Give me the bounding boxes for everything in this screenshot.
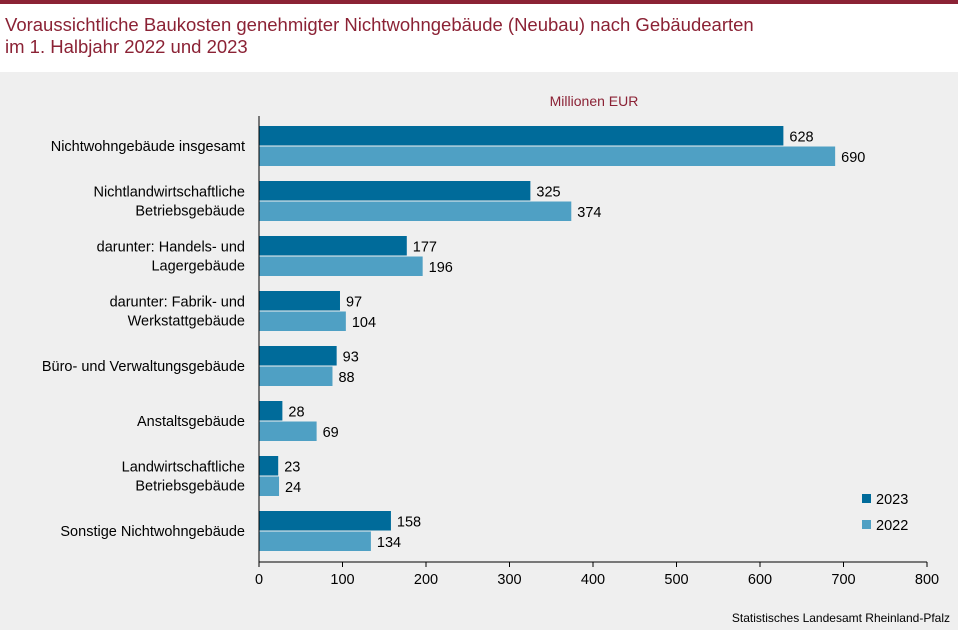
bar-2022-0 xyxy=(259,146,836,166)
category-label-4-0: Büro- und Verwaltungsgebäude xyxy=(42,359,245,375)
data-label-2022-4: 88 xyxy=(338,370,354,386)
chart-title: Voraussichtliche Baukosten genehmigter N… xyxy=(5,14,945,58)
bar-2022-5 xyxy=(259,421,317,441)
legend-swatch-2022 xyxy=(862,520,871,529)
x-tick-label-600: 600 xyxy=(748,572,772,588)
data-label-2023-3: 97 xyxy=(346,294,362,310)
unit-label: Millionen EUR xyxy=(550,93,639,109)
data-label-2022-5: 69 xyxy=(323,425,339,441)
x-tick-label-400: 400 xyxy=(581,572,605,588)
data-label-2023-6: 23 xyxy=(284,459,300,475)
bar-2023-3 xyxy=(259,291,340,311)
category-label-3-1: Werkstattgebäude xyxy=(128,314,245,330)
data-label-2023-2: 177 xyxy=(413,239,437,255)
category-label-6-0: Landwirtschaftliche xyxy=(122,460,245,476)
category-label-2-1: Lagergebäude xyxy=(151,259,245,275)
bar-2022-7 xyxy=(259,531,371,551)
legend-label-2022: 2022 xyxy=(876,518,908,534)
bar-2022-1 xyxy=(259,201,572,221)
data-label-2023-0: 628 xyxy=(789,129,813,145)
category-label-7-0: Sonstige Nichtwohngebäude xyxy=(60,524,245,540)
data-label-2022-0: 690 xyxy=(841,150,865,166)
top-rule xyxy=(0,0,958,4)
category-label-2-0: darunter: Handels- und xyxy=(97,240,245,256)
plot-panel: Millionen EUR 628 690 Nichtwohngebäude insg… xyxy=(0,72,958,630)
title-line-2: im 1. Halbjahr 2022 und 2023 xyxy=(5,36,248,57)
bar-2023-0 xyxy=(259,126,784,146)
category-label-0-0: Nichtwohngebäude insgesamt xyxy=(51,139,245,155)
data-label-2023-7: 158 xyxy=(397,514,421,530)
x-tick-label-100: 100 xyxy=(330,572,354,588)
data-label-2022-1: 374 xyxy=(577,205,601,221)
source-note: Statistisches Landesamt Rheinland-Pfalz xyxy=(731,611,950,625)
category-label-6-1: Betriebsgebäude xyxy=(135,479,245,495)
data-label-2022-7: 134 xyxy=(377,535,401,551)
category-label-5-0: Anstaltsgebäude xyxy=(137,414,245,430)
bar-2022-6 xyxy=(259,476,280,496)
bar-2023-1 xyxy=(259,181,531,201)
bar-2023-2 xyxy=(259,236,407,256)
bar-2023-4 xyxy=(259,346,337,366)
x-tick-label-300: 300 xyxy=(497,572,521,588)
category-label-1-0: Nichtlandwirtschaftliche xyxy=(93,185,245,201)
bar-2022-2 xyxy=(259,256,423,276)
bar-2023-7 xyxy=(259,511,391,531)
x-tick-label-700: 700 xyxy=(831,572,855,588)
legend-label-2023: 2023 xyxy=(876,492,908,508)
data-label-2022-2: 196 xyxy=(429,260,453,276)
x-tick-label-800: 800 xyxy=(915,572,939,588)
x-tick-label-0: 0 xyxy=(255,572,263,588)
bar-2022-4 xyxy=(259,366,333,386)
category-label-3-0: darunter: Fabrik- und xyxy=(110,295,245,311)
x-tick-label-500: 500 xyxy=(664,572,688,588)
category-label-1-1: Betriebsgebäude xyxy=(135,204,245,220)
data-label-2023-1: 325 xyxy=(536,184,560,200)
title-line-1: Voraussichtliche Baukosten genehmigter N… xyxy=(5,14,754,35)
bar-2023-6 xyxy=(259,456,279,476)
bar-2022-3 xyxy=(259,311,346,331)
data-label-2023-4: 93 xyxy=(343,349,359,365)
data-label-2022-6: 24 xyxy=(285,480,301,496)
legend-swatch-2023 xyxy=(862,494,871,503)
data-label-2022-3: 104 xyxy=(352,315,376,331)
data-label-2023-5: 28 xyxy=(288,404,304,420)
x-tick-label-200: 200 xyxy=(414,572,438,588)
bar-2023-5 xyxy=(259,401,283,421)
